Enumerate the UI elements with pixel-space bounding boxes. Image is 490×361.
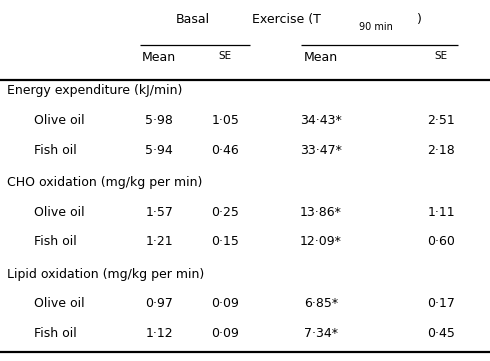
Text: Fish oil: Fish oil (34, 144, 77, 157)
Text: 0·97: 0·97 (146, 297, 173, 310)
Text: 6·85*: 6·85* (304, 297, 338, 310)
Text: 7·34*: 7·34* (304, 327, 338, 340)
Text: Olive oil: Olive oil (34, 206, 85, 219)
Text: 1·11: 1·11 (427, 206, 455, 219)
Text: 1·21: 1·21 (146, 235, 173, 248)
Text: SE: SE (435, 51, 447, 61)
Text: 90 min: 90 min (359, 22, 393, 32)
Text: Olive oil: Olive oil (34, 297, 85, 310)
Text: 2·51: 2·51 (427, 114, 455, 127)
Text: 12·09*: 12·09* (300, 235, 342, 248)
Text: 13·86*: 13·86* (300, 206, 342, 219)
Text: 34·43*: 34·43* (300, 114, 342, 127)
Text: Fish oil: Fish oil (34, 327, 77, 340)
Text: 0·09: 0·09 (212, 297, 239, 310)
Text: Energy expenditure (kJ/min): Energy expenditure (kJ/min) (7, 84, 183, 97)
Text: 1·57: 1·57 (146, 206, 173, 219)
Text: ): ) (416, 13, 421, 26)
Text: 2·18: 2·18 (427, 144, 455, 157)
Text: 0·46: 0·46 (212, 144, 239, 157)
Text: 0·17: 0·17 (427, 297, 455, 310)
Text: Mean: Mean (142, 51, 176, 64)
Text: Basal: Basal (175, 13, 209, 26)
Text: Lipid oxidation (mg/kg per min): Lipid oxidation (mg/kg per min) (7, 268, 205, 281)
Text: 33·47*: 33·47* (300, 144, 342, 157)
Text: SE: SE (219, 51, 232, 61)
Text: CHO oxidation (mg/kg per min): CHO oxidation (mg/kg per min) (7, 176, 203, 189)
Text: 0·45: 0·45 (427, 327, 455, 340)
Text: 5·94: 5·94 (146, 144, 173, 157)
Text: 0·15: 0·15 (212, 235, 239, 248)
Text: 1·05: 1·05 (212, 114, 239, 127)
Text: 0·25: 0·25 (212, 206, 239, 219)
Text: 0·09: 0·09 (212, 327, 239, 340)
Text: Olive oil: Olive oil (34, 114, 85, 127)
Text: Mean: Mean (304, 51, 338, 64)
Text: 5·98: 5·98 (146, 114, 173, 127)
Text: 1·12: 1·12 (146, 327, 173, 340)
Text: Fish oil: Fish oil (34, 235, 77, 248)
Text: Exercise (T: Exercise (T (252, 13, 321, 26)
Text: 0·60: 0·60 (427, 235, 455, 248)
